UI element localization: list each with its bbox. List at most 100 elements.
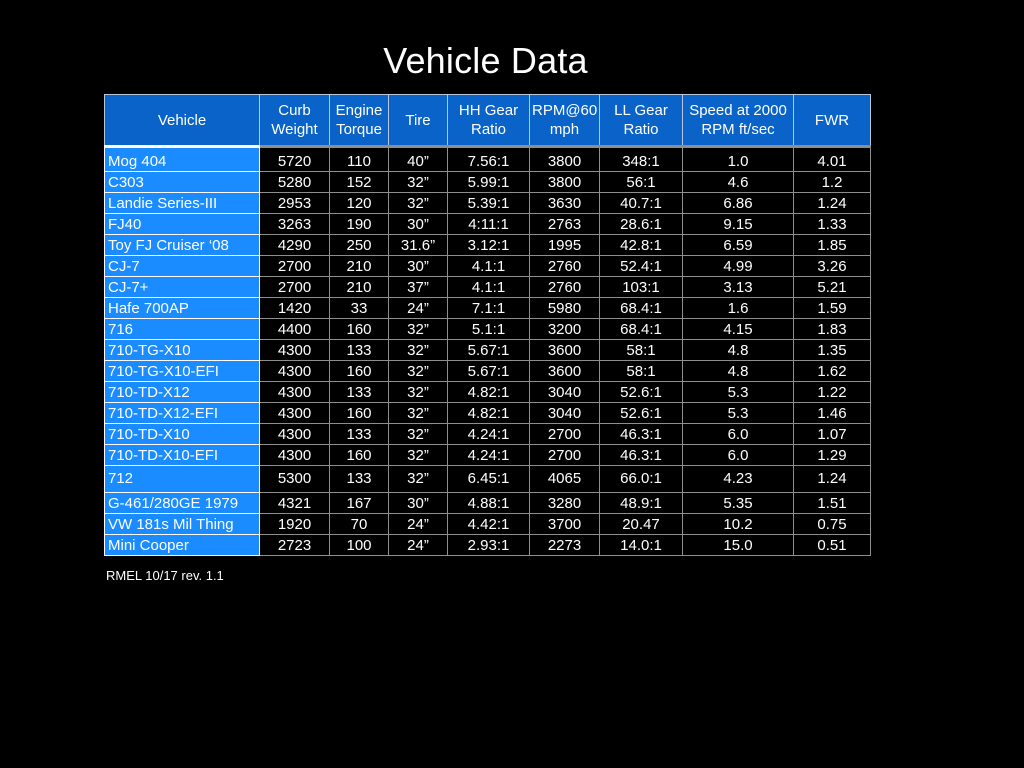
cell-ll-gear-ratio: 68.4:1 [599,318,683,340]
cell-speed-at-2000-rpm: 6.0 [682,444,794,466]
cell-tire: 31.6” [388,234,448,256]
cell-hh-gear-ratio: 4.42:1 [447,513,530,535]
column-header-ll-gear-ratio: LL Gear Ratio [599,94,683,147]
cell-fwr: 5.21 [793,276,871,298]
column-header-tire: Tire [388,94,448,147]
vehicle-data-table: Vehicle Curb Weight Engine Torque Tire HH Ge… [104,94,871,556]
table-row: 716 4400 160 32” 5.1:1 3200 68.4:1 4.15 1.83 [104,318,871,340]
cell-tire: 30” [388,492,448,514]
vehicle-name-cell: 710-TD-X10 [104,423,260,445]
cell-rpm-at-60-mph: 3630 [529,192,600,214]
cell-ll-gear-ratio: 52.6:1 [599,381,683,403]
cell-rpm-at-60-mph: 3700 [529,513,600,535]
cell-fwr: 1.07 [793,423,871,445]
cell-ll-gear-ratio: 58:1 [599,339,683,361]
cell-hh-gear-ratio: 5.67:1 [447,360,530,382]
cell-speed-at-2000-rpm: 5.3 [682,381,794,403]
cell-engine-torque: 160 [329,444,389,466]
cell-rpm-at-60-mph: 3600 [529,339,600,361]
cell-ll-gear-ratio: 40.7:1 [599,192,683,214]
cell-engine-torque: 133 [329,465,389,493]
cell-rpm-at-60-mph: 3600 [529,360,600,382]
cell-fwr: 1.35 [793,339,871,361]
cell-curb-weight: 4300 [259,444,330,466]
cell-ll-gear-ratio: 42.8:1 [599,234,683,256]
vehicle-name-cell: FJ40 [104,213,260,235]
cell-ll-gear-ratio: 14.0:1 [599,534,683,556]
cell-fwr: 1.2 [793,171,871,193]
cell-speed-at-2000-rpm: 4.8 [682,360,794,382]
cell-curb-weight: 2723 [259,534,330,556]
vehicle-name-cell: 710-TG-X10 [104,339,260,361]
cell-engine-torque: 160 [329,318,389,340]
cell-speed-at-2000-rpm: 4.15 [682,318,794,340]
cell-speed-at-2000-rpm: 3.13 [682,276,794,298]
cell-hh-gear-ratio: 5.99:1 [447,171,530,193]
cell-rpm-at-60-mph: 3800 [529,145,600,172]
table-row: 710-TD-X10-EFI 4300 160 32” 4.24:1 2700 46.3:1… [104,444,871,466]
cell-fwr: 1.62 [793,360,871,382]
cell-tire: 32” [388,465,448,493]
cell-tire: 32” [388,318,448,340]
cell-hh-gear-ratio: 7.56:1 [447,145,530,172]
column-header-engine-torque: Engine Torque [329,94,389,147]
cell-engine-torque: 133 [329,339,389,361]
cell-curb-weight: 5280 [259,171,330,193]
cell-engine-torque: 33 [329,297,389,319]
table-row: Landie Series-III 2953 120 32” 5.39:1 3630 40.… [104,192,871,214]
cell-tire: 32” [388,423,448,445]
cell-rpm-at-60-mph: 3280 [529,492,600,514]
cell-hh-gear-ratio: 4.24:1 [447,423,530,445]
cell-speed-at-2000-rpm: 1.0 [682,145,794,172]
table-row: FJ40 3263 190 30” 4:11:1 2763 28.6:1 9.15 1.33 [104,213,871,235]
cell-curb-weight: 1920 [259,513,330,535]
cell-speed-at-2000-rpm: 9.15 [682,213,794,235]
cell-hh-gear-ratio: 7.1:1 [447,297,530,319]
cell-tire: 30” [388,213,448,235]
vehicle-name-cell: Toy FJ Cruiser ‘08 [104,234,260,256]
cell-tire: 32” [388,339,448,361]
table-row: Mog 404 5720 110 40” 7.56:1 3800 348:1 1.0 4.01 [104,145,871,172]
cell-fwr: 1.24 [793,192,871,214]
cell-hh-gear-ratio: 4.88:1 [447,492,530,514]
cell-tire: 32” [388,444,448,466]
cell-tire: 32” [388,192,448,214]
cell-ll-gear-ratio: 348:1 [599,145,683,172]
cell-engine-torque: 167 [329,492,389,514]
table-row: C303 5280 152 32” 5.99:1 3800 56:1 4.6 1.2 [104,171,871,193]
cell-rpm-at-60-mph: 1995 [529,234,600,256]
table-body: Mog 404 5720 110 40” 7.56:1 3800 348:1 1.0 4.01 C… [104,145,871,556]
cell-curb-weight: 5720 [259,145,330,172]
cell-speed-at-2000-rpm: 4.6 [682,171,794,193]
cell-tire: 40” [388,145,448,172]
table-header-row: Vehicle Curb Weight Engine Torque Tire HH Ge… [104,94,871,147]
cell-ll-gear-ratio: 52.4:1 [599,255,683,277]
table-row: VW 181s Mil Thing 1920 70 24” 4.42:1 3700 20.4… [104,513,871,535]
cell-curb-weight: 2953 [259,192,330,214]
vehicle-name-cell: Mini Cooper [104,534,260,556]
cell-ll-gear-ratio: 48.9:1 [599,492,683,514]
cell-rpm-at-60-mph: 2700 [529,444,600,466]
cell-engine-torque: 152 [329,171,389,193]
vehicle-name-cell: G-461/280GE 1979 [104,492,260,514]
cell-engine-torque: 160 [329,402,389,424]
cell-rpm-at-60-mph: 2763 [529,213,600,235]
cell-engine-torque: 190 [329,213,389,235]
cell-fwr: 1.83 [793,318,871,340]
cell-speed-at-2000-rpm: 4.23 [682,465,794,493]
cell-speed-at-2000-rpm: 5.3 [682,402,794,424]
column-header-hh-gear-ratio: HH Gear Ratio [447,94,530,147]
cell-speed-at-2000-rpm: 15.0 [682,534,794,556]
table-row: Hafe 700AP 1420 33 24” 7.1:1 5980 68.4:1 1.6 1.5… [104,297,871,319]
cell-tire: 24” [388,297,448,319]
cell-engine-torque: 133 [329,423,389,445]
vehicle-name-cell: C303 [104,171,260,193]
vehicle-name-cell: Hafe 700AP [104,297,260,319]
cell-rpm-at-60-mph: 3800 [529,171,600,193]
cell-speed-at-2000-rpm: 6.86 [682,192,794,214]
cell-curb-weight: 4300 [259,339,330,361]
cell-speed-at-2000-rpm: 10.2 [682,513,794,535]
cell-hh-gear-ratio: 5.1:1 [447,318,530,340]
column-header-rpm-at-60-mph: RPM@60 mph [529,94,600,147]
cell-ll-gear-ratio: 52.6:1 [599,402,683,424]
